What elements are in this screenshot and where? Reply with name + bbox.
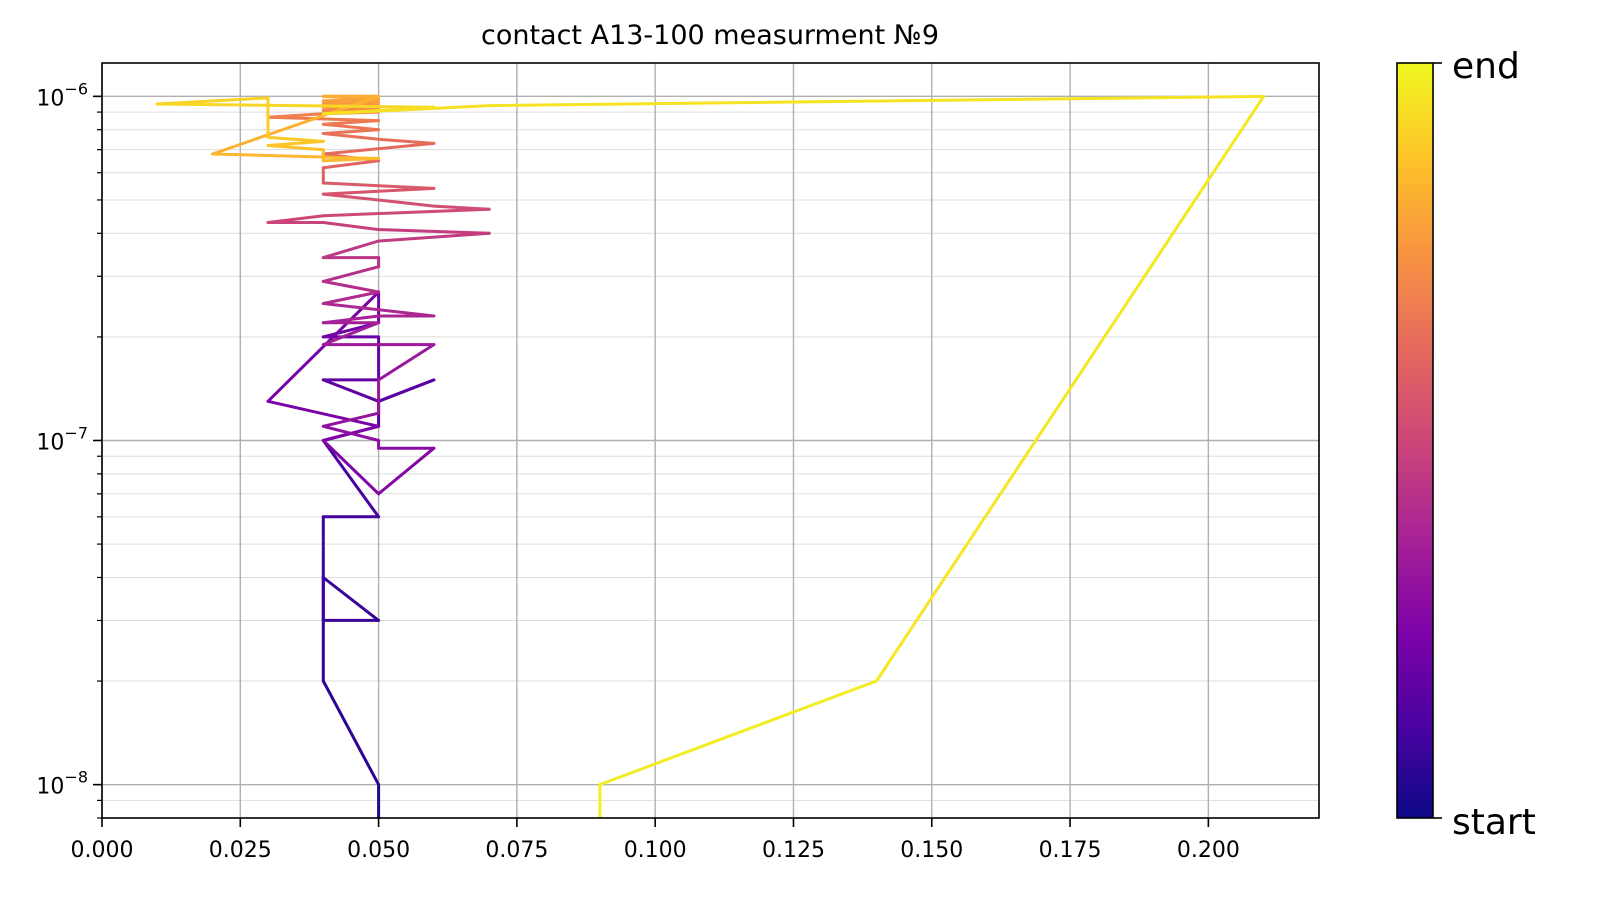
line-segment [211,152,381,160]
line-segment [321,128,381,135]
line-segment [321,141,436,156]
x-tick-label: 0.100 [624,838,687,863]
line-segment [321,104,491,116]
y-tick-label: 10−8 [36,768,88,800]
line-segment [321,439,381,519]
y-axis: 10−8 10−7 10−6 [36,79,102,819]
line-segment [377,137,436,145]
line-segment [875,94,1266,683]
y-tick-label: 10−6 [36,79,88,111]
line-segment [321,424,381,442]
x-axis: 0.000 0.025 0.050 0.075 0.100 0.125 0.150 0.175… [71,818,1240,863]
x-tick-label: 0.175 [1039,838,1102,863]
x-tick-label: 0.200 [1177,838,1240,863]
line-segment [321,189,381,196]
line-segment [321,302,436,318]
x-tick-label: 0.150 [900,838,963,863]
line-segment [321,439,381,496]
line-segment [321,265,381,283]
line-segment [321,679,381,787]
line-segment [266,214,325,224]
x-tick-label: 0.000 [71,838,134,863]
line-segment [377,446,436,496]
line-segment [377,343,436,382]
line-segment [321,207,491,218]
line-segment [377,231,491,243]
line-segment [266,115,381,123]
colorbar: end start [1396,46,1536,843]
x-tick-label: 0.025 [209,838,272,863]
line-segment [377,378,436,403]
line-segment [321,279,381,294]
x-tick-label: 0.125 [762,838,825,863]
y-tick-label: 10−7 [36,424,88,456]
line-segment [266,112,325,119]
line-segment [487,94,1266,108]
line-segment [155,102,436,109]
line-segment [321,314,381,325]
line-segment [321,181,436,190]
line-segment [321,157,381,163]
x-tick-label: 0.050 [347,838,410,863]
colorbar-start-label: start [1452,802,1536,843]
line-segment [432,204,491,211]
line-segment [321,159,381,170]
line-segment [321,122,381,132]
line-segment [377,228,491,235]
line-segment [321,321,381,347]
line-segment [321,132,381,141]
line-segment [321,378,381,403]
line-segment [266,135,325,143]
colorbar-end-label: end [1452,46,1520,87]
line-segment [321,290,381,305]
line-segment [321,239,381,260]
x-tick-label: 0.075 [485,838,548,863]
major-grid [101,63,1319,818]
line-segment [598,679,878,787]
line-segment [321,411,381,428]
colorbar-gradient [1396,62,1434,819]
line-segment [266,290,381,403]
line-segment [321,221,381,232]
line-segment [321,576,381,622]
plot-lines [155,94,1266,818]
minor-grid [102,111,1319,819]
chart-title: contact A13-100 measurment №9 [481,20,939,51]
line-segment [377,198,436,208]
line-segment [266,399,381,428]
